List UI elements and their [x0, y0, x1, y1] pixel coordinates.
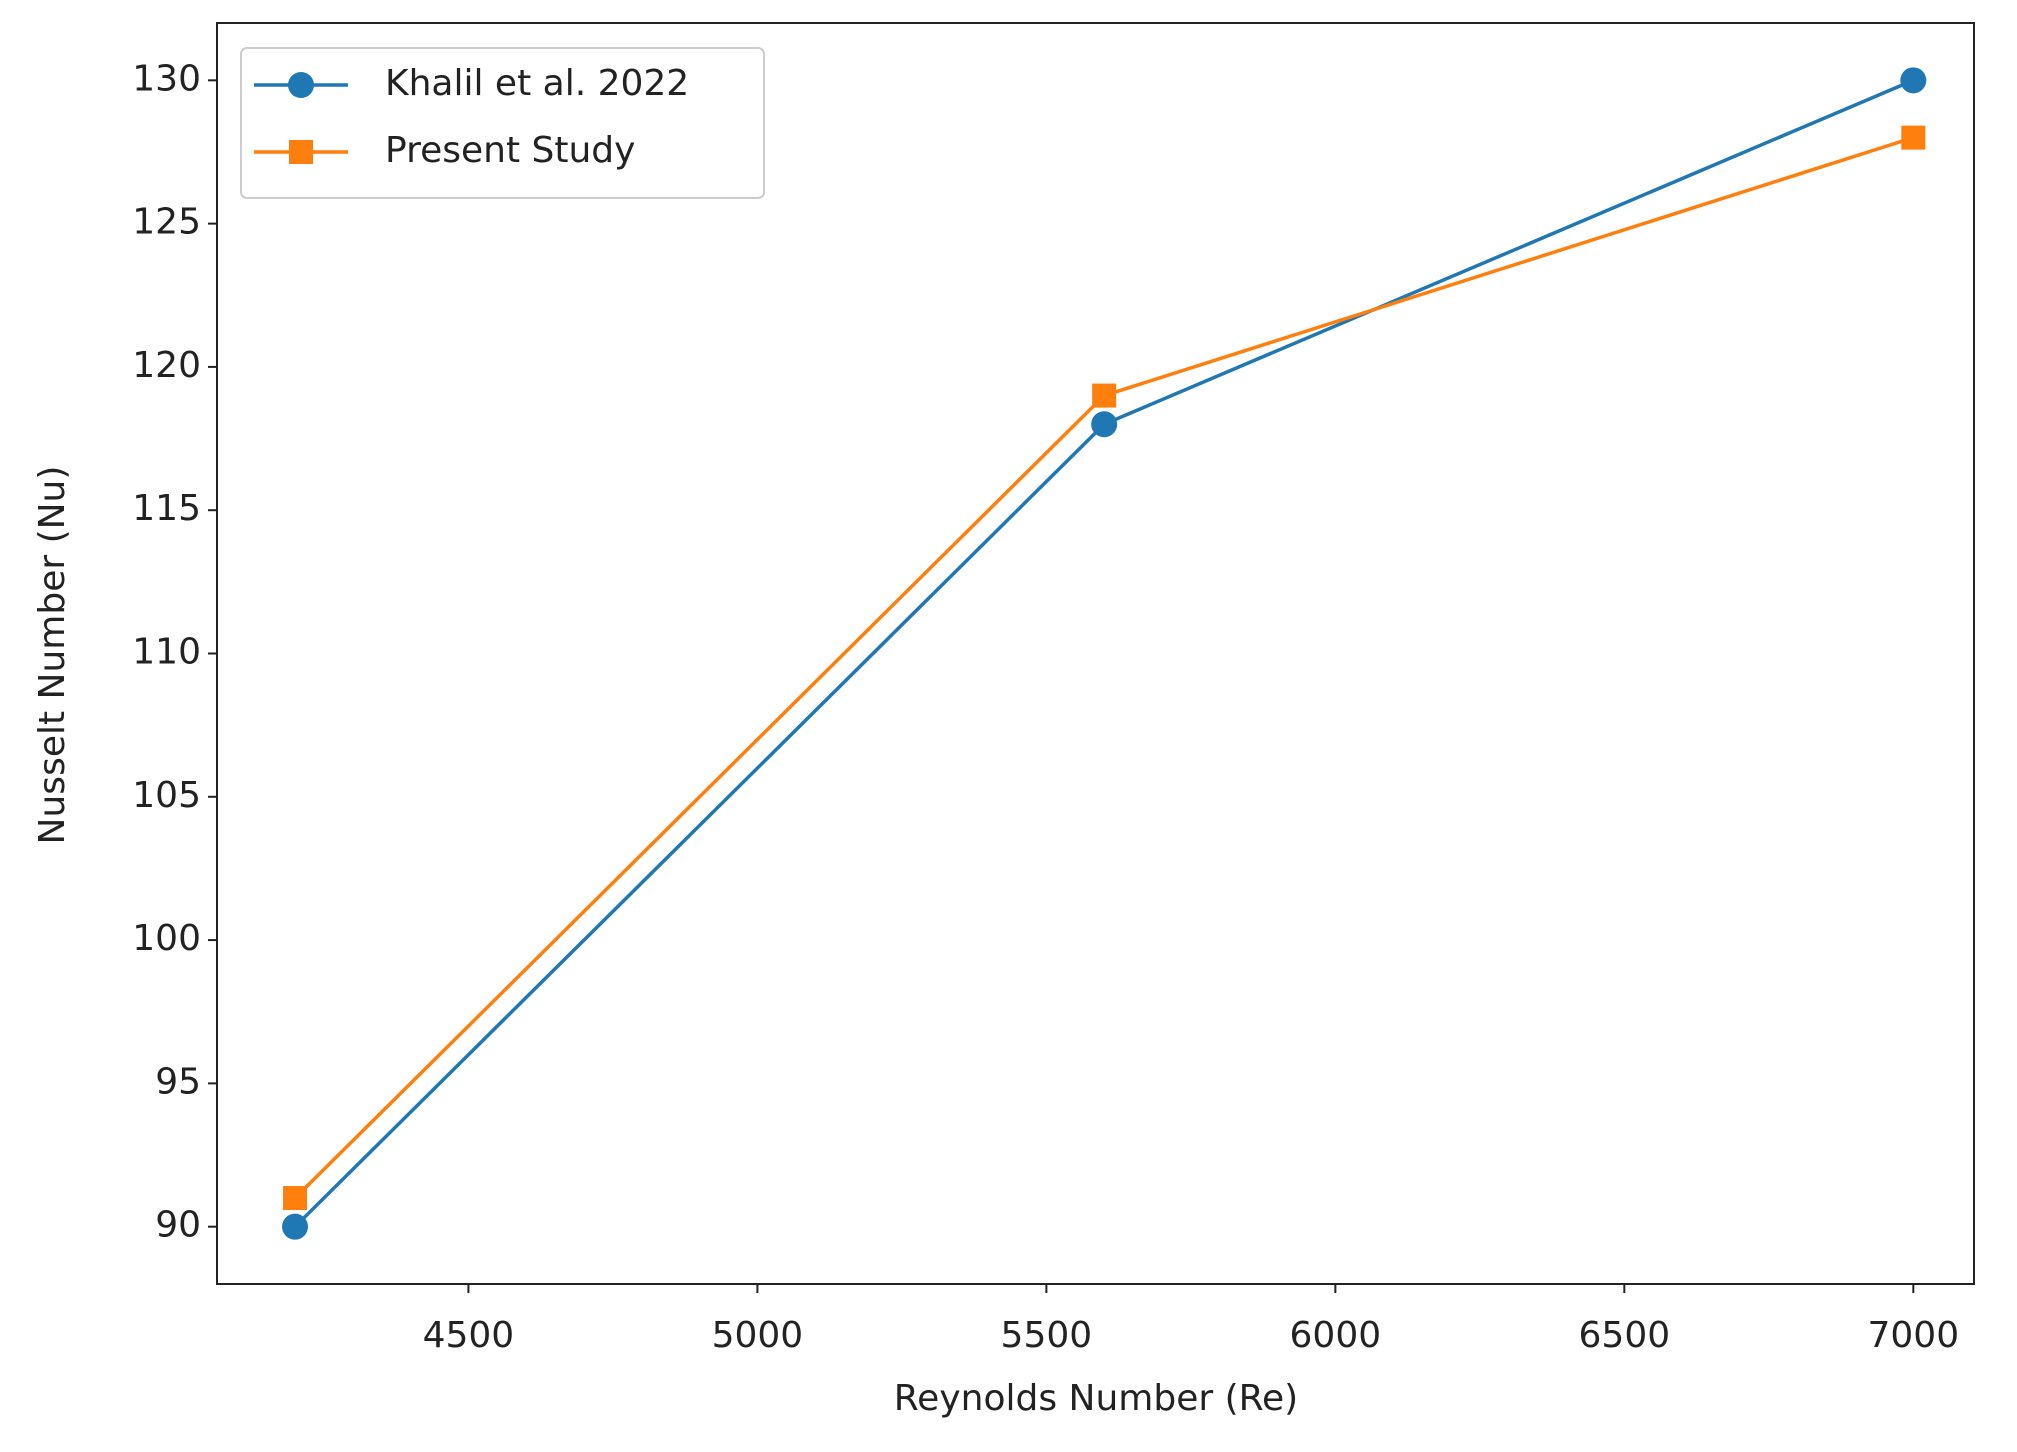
y-tick-label: 125 — [132, 202, 201, 243]
y-tick-label: 100 — [132, 918, 201, 959]
x-tick-label: 6000 — [1290, 1315, 1382, 1356]
y-tick-label: 110 — [132, 632, 201, 673]
y-tick-label: 105 — [132, 775, 201, 816]
data-point — [1092, 383, 1117, 408]
y-tick-label: 95 — [155, 1061, 201, 1102]
x-tick-label: 6500 — [1579, 1315, 1671, 1356]
data-point — [1900, 67, 1927, 94]
series-line — [293, 78, 1914, 1228]
y-tick-label: 120 — [132, 345, 201, 386]
y-tick-label: 90 — [155, 1205, 201, 1246]
legend-label: Khalil et al. 2022 — [385, 63, 689, 104]
data-point — [282, 1213, 309, 1240]
x-axis-label: Reynolds Number (Re) — [894, 1378, 1298, 1419]
y-tick-label: 115 — [132, 488, 201, 529]
x-tick-label: 5500 — [1001, 1315, 1093, 1356]
legend-marker — [289, 140, 313, 164]
data-point — [283, 1186, 308, 1211]
data-point — [1091, 411, 1118, 438]
legend-marker — [288, 72, 314, 98]
legend-box — [240, 47, 765, 199]
x-tick-label: 4500 — [423, 1315, 515, 1356]
plot-frame — [216, 22, 1975, 1285]
y-axis-label: Nusselt Number (Nu) — [32, 466, 73, 845]
y-tick-label: 130 — [132, 58, 201, 99]
x-tick-label: 7000 — [1868, 1315, 1960, 1356]
data-point — [1901, 125, 1926, 150]
x-tick-label: 5000 — [712, 1315, 804, 1356]
series-line — [293, 135, 1914, 1200]
legend-label: Present Study — [385, 130, 635, 171]
